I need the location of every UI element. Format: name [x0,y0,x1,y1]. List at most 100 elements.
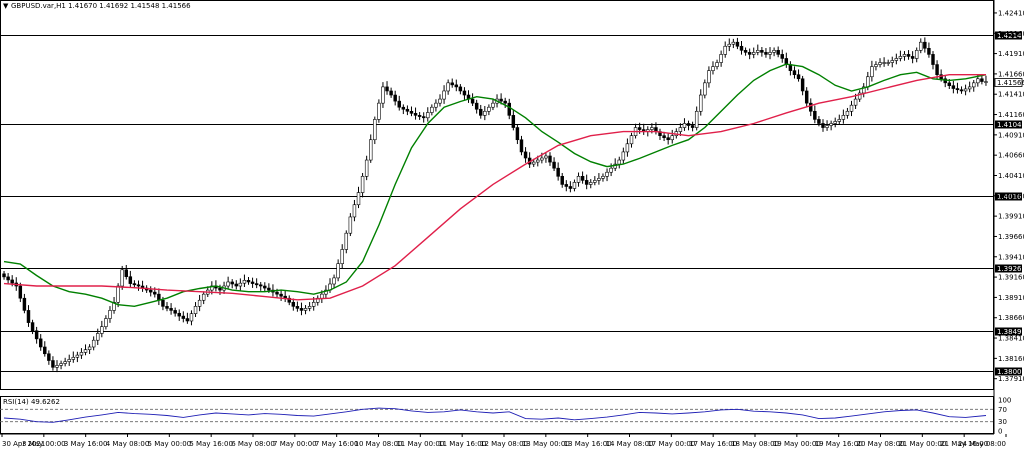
symbol-dropdown-icon[interactable]: ▼ [3,2,9,10]
candle-body [434,102,438,108]
candle-body [866,76,870,88]
candle-body [947,82,952,86]
candle-body [682,123,687,128]
time-tick-label: 13 May 16:00 [564,440,612,448]
candle-body [650,127,654,130]
candle-body [568,186,573,189]
candle-body [886,62,890,64]
candle-body [756,50,760,53]
candle-body [572,182,577,189]
level-tag-2 [995,192,1022,201]
candlestick-series [2,37,988,373]
candle-body [34,330,39,340]
level-tag-5 [995,367,1022,376]
candle-body [258,284,263,287]
candle-body [177,312,181,317]
candle-body [389,90,393,96]
candle-body [128,276,133,284]
candle-body [450,82,454,86]
time-tick-label: 18 May 08:00 [731,440,779,448]
candle-body [951,85,956,89]
price-tick-label: 1.39410 [998,253,1024,261]
candle-body [853,98,858,106]
candle-body [250,281,255,284]
candle-body [894,58,899,61]
candle-body [55,365,59,368]
candle-body [124,269,128,277]
candle-body [364,159,369,177]
candle-body [764,52,768,55]
candle-body [197,299,202,307]
candle-body [817,119,821,124]
candle-body [22,297,27,311]
candle-body [263,285,267,289]
candle-body [743,50,748,53]
horizontal-levels: 1.42141 1.41045 1.40162 1.39268 1.38497 1.380… [0,31,1024,376]
candle-body [715,62,719,67]
time-tick-label: 3 May 00:00 [22,440,66,448]
candle-body [837,119,842,122]
candle-body [336,263,340,279]
level-tag-1 [995,120,1022,129]
candle-body [548,155,552,163]
rsi-tick-label: 0 [998,428,1002,436]
candle-body [564,184,569,187]
candle-body [59,363,63,366]
candle-body [902,54,907,57]
candle-body [193,306,198,314]
candle-body [825,125,829,128]
candle-body [841,115,846,120]
candle-body [230,281,234,285]
candle-body [772,50,776,53]
candle-body [438,98,442,104]
candle-body [813,110,817,120]
price-tick-label: 1.39160 [998,274,1024,282]
candle-body [421,116,426,119]
candle-body [747,52,752,55]
time-tick-label: 21 May 16:00 [940,440,988,448]
candle-body [935,64,939,76]
rsi-label: RSI(14) 49.6262 [3,398,60,406]
candle-body [320,293,324,299]
candle-body [165,306,169,309]
candle-body [703,82,707,96]
candle-body [381,86,385,104]
candle-body [454,84,459,88]
candle-body [531,161,536,165]
candle-body [413,113,418,116]
candle-body [96,333,100,341]
candle-body [923,41,927,49]
candle-body [18,285,23,299]
price-tick-label: 1.40660 [998,152,1024,160]
level-label-5: 1.38000 [997,368,1024,376]
candle-body [870,66,874,78]
candle-body [242,280,247,284]
chart-header-text: GBPUSD.var,H1 1.41670 1.41692 1.41548 1.… [11,2,191,10]
candle-body [161,299,165,307]
candle-body [874,64,878,67]
candle-body [637,127,642,130]
candle-body [735,41,740,47]
candle-body [984,81,988,83]
candle-body [373,119,377,141]
candle-body [792,70,797,76]
candle-body [6,276,10,281]
time-tick-label: 12 May 08:00 [480,440,528,448]
candle-body [104,318,108,327]
price-tick-label: 1.41160 [998,111,1024,119]
candle-body [377,102,381,120]
price-tick-label: 1.40410 [998,172,1024,180]
candle-body [487,106,491,112]
candle-body [79,352,84,356]
candle-body [409,110,414,114]
candle-body [470,98,475,104]
candle-body [544,155,548,159]
candle-body [833,121,837,124]
candle-body [295,306,300,309]
candle-body [910,56,915,59]
candle-body [291,301,296,307]
candle-body [307,306,312,309]
candle-body [299,308,304,311]
price-tick-label: 1.38160 [998,355,1024,363]
